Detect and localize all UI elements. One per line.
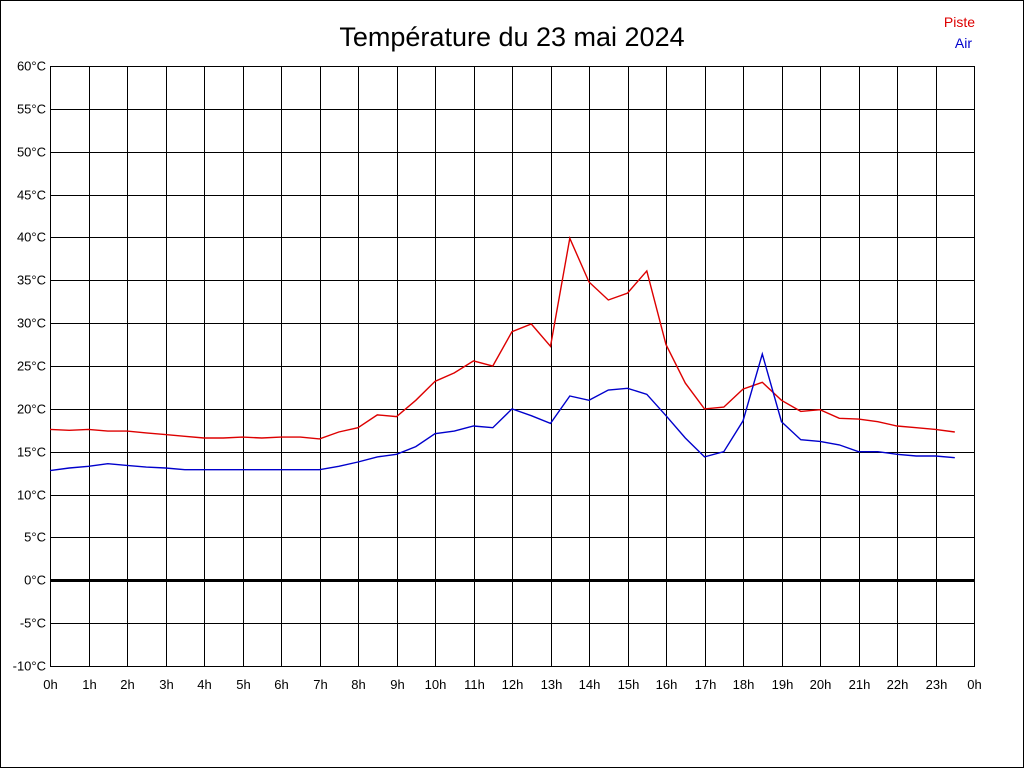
y-tick-label: 20°C [17,402,46,417]
y-axis: 60°C 55°C 50°C 45°C 40°C 35°C 30°C 25°C 20°C 15°C… [13,59,46,674]
y-tick-label: 35°C [17,273,46,288]
grid [50,66,975,667]
y-tick-label: 25°C [17,359,46,374]
x-tick-label: 18h [733,677,755,692]
x-tick-label: 7h [313,677,327,692]
x-tick-label: 23h [926,677,948,692]
x-tick-label: 0h [43,677,57,692]
y-tick-label: 45°C [17,188,46,203]
legend-item-piste: Piste [944,14,975,30]
y-tick-label: 30°C [17,316,46,331]
y-tick-label: 15°C [17,445,46,460]
x-tick-label: 14h [579,677,601,692]
series-line-piste [49,235,955,440]
x-tick-label: 13h [541,677,563,692]
x-axis: 0h 1h 2h 3h 4h 5h 6h 7h 8h 9h 10h 11h 12h 13h 14h 15h 16… [43,677,981,692]
y-tick-label: -5°C [20,616,46,631]
y-tick-label: 5°C [24,530,46,545]
x-tick-label: 11h [464,677,485,692]
x-tick-label: 12h [502,677,524,692]
x-tick-label: 2h [120,677,134,692]
x-tick-label: 1h [82,677,96,692]
x-tick-label: 4h [197,677,211,692]
y-tick-label: 55°C [17,102,46,117]
y-tick-label: 40°C [17,230,46,245]
y-tick-label: -10°C [13,659,46,674]
x-tick-label: 3h [159,677,173,692]
y-tick-label: 10°C [17,488,46,503]
x-tick-label: 17h [695,677,717,692]
y-tick-label: 50°C [17,145,46,160]
x-tick-label: 15h [618,677,640,692]
legend-item-air: Air [955,35,972,51]
x-tick-label: 9h [390,677,404,692]
legend: Piste Air [944,14,975,51]
x-tick-label: 16h [656,677,678,692]
x-tick-label: 21h [849,677,871,692]
x-tick-label: 0h [967,677,981,692]
series-line-air [49,351,955,472]
x-tick-label: 6h [274,677,288,692]
x-tick-label: 5h [236,677,250,692]
x-tick-label: 19h [772,677,794,692]
chart-title: Température du 23 mai 2024 [339,22,684,52]
series-layer [49,235,955,472]
y-tick-label: 0°C [24,573,46,588]
x-tick-label: 8h [351,677,365,692]
x-tick-label: 10h [425,677,447,692]
x-tick-label: 20h [810,677,832,692]
x-tick-label: 22h [887,677,909,692]
y-tick-label: 60°C [17,59,46,74]
